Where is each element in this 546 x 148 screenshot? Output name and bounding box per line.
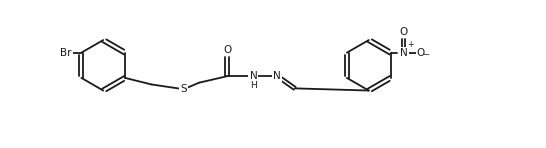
Text: −: − bbox=[422, 50, 429, 59]
Text: Br: Br bbox=[60, 48, 72, 58]
Text: S: S bbox=[180, 84, 187, 94]
Text: O: O bbox=[223, 45, 232, 55]
Text: +: + bbox=[407, 40, 413, 49]
Text: N: N bbox=[400, 48, 407, 58]
Text: O: O bbox=[400, 27, 408, 37]
Text: N: N bbox=[274, 71, 281, 81]
Text: H: H bbox=[250, 81, 257, 90]
Text: O: O bbox=[417, 48, 425, 58]
Text: N: N bbox=[250, 71, 257, 81]
